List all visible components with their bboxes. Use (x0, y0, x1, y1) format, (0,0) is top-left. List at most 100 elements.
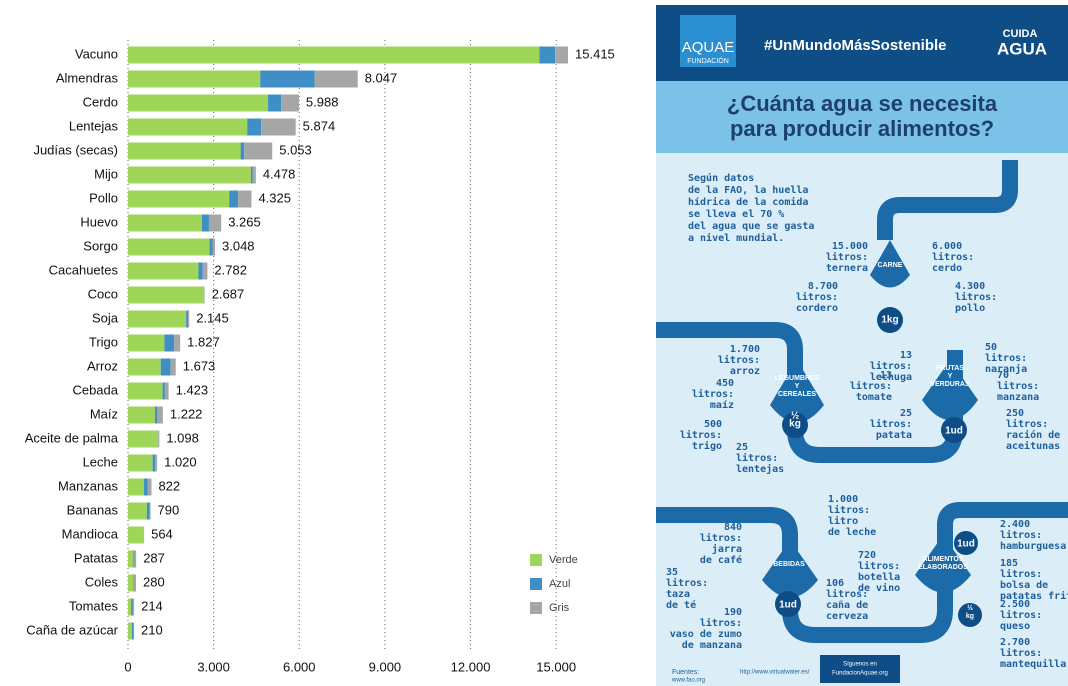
section-label: FRUTAS (936, 365, 964, 372)
item-text: bolsa de (1000, 580, 1048, 591)
section-label: Y (948, 373, 953, 380)
bar-segment (261, 118, 296, 136)
sources: http://www.virtualwater.es/ (740, 670, 810, 676)
item-text: litros: (692, 388, 734, 400)
item-text: litros: (700, 532, 742, 544)
section-label: 1ud (957, 539, 975, 550)
bar-segment (160, 358, 171, 376)
x-tick-label: 9.000 (369, 659, 402, 674)
item-text: cerdo (932, 263, 962, 274)
item-text: litros: (828, 504, 870, 516)
follow: FundacionAquae.org (832, 671, 888, 677)
bar-segment (128, 286, 205, 304)
item-text: queso (1000, 621, 1030, 632)
bar-segment (144, 478, 148, 496)
drop (922, 360, 978, 420)
y-tick-label: Lentejas (69, 118, 119, 133)
bar-segment (128, 190, 230, 208)
y-tick-label: Judías (secas) (33, 142, 118, 157)
badge (782, 412, 808, 438)
item-text: litros: (700, 617, 742, 629)
item-text: litros: (870, 360, 912, 372)
bar-segment (128, 262, 199, 280)
bar-segment (128, 214, 202, 232)
section-label: kg (789, 419, 801, 430)
bar-segment (555, 46, 569, 64)
item-text: 2.500 (1000, 599, 1030, 610)
bar-segment (128, 574, 134, 592)
title-band (656, 81, 1068, 153)
item-text: litros: (955, 291, 997, 303)
bar-segment (128, 550, 134, 568)
section-label: Y (795, 383, 800, 390)
total-label: 1.673 (183, 358, 216, 373)
total-label: 280 (143, 574, 165, 589)
item-text: litros: (1006, 418, 1048, 430)
bar-segment (229, 190, 239, 208)
section-label: 1kg (881, 315, 898, 326)
item-text: jarra (712, 543, 742, 555)
intro-text: hídrica de la comida (688, 196, 808, 208)
bar-chart: 0 3.000 6.000 9.000 12.000 15.000 Vacuno 15.415… (25, 40, 615, 674)
brand-sub: FUNDACIÓN (687, 56, 729, 65)
y-tick-label: Manzanas (58, 478, 118, 493)
title: para producir alimentos? (730, 116, 994, 141)
total-label: 2.782 (214, 262, 247, 277)
bar-segment (131, 622, 134, 640)
y-tick-label: Maíz (90, 406, 118, 421)
y-tick-label: Almendras (56, 70, 119, 85)
bar-segment (208, 214, 222, 232)
intro-text: Según datos (688, 172, 754, 184)
item-text: trigo (692, 440, 722, 452)
bar-segment (128, 166, 251, 184)
bar-segment (155, 454, 158, 472)
item-text: hamburguesa (1000, 541, 1066, 552)
y-tick-label: Trigo (89, 334, 118, 349)
bar-segment (244, 142, 273, 160)
bar-segment (281, 94, 299, 112)
section-label: ½ (791, 411, 799, 422)
total-label: 5.988 (306, 94, 339, 109)
follow-box (820, 655, 900, 683)
item-text: maíz (710, 399, 734, 411)
item-text: lentejas (736, 463, 784, 475)
total-label: 1.098 (166, 430, 199, 445)
bar-segment (131, 598, 133, 616)
item-text: de té (666, 599, 696, 611)
item-text: 35 (666, 567, 678, 578)
item-text: lechuga (870, 372, 912, 383)
bar-segment (128, 430, 159, 448)
section-label: VERDURAS (930, 381, 970, 388)
bar-segment (174, 334, 181, 352)
y-tick-label: Leche (83, 454, 118, 469)
section-label: BEBIDAS (773, 561, 805, 568)
bar-segment (128, 358, 161, 376)
bar-segment (128, 622, 132, 640)
section-label: ELABORADOS (918, 564, 968, 571)
item-text: vaso de zumo (670, 629, 742, 640)
section-label: CEREALES (778, 391, 816, 398)
bar-segment (128, 502, 147, 520)
badge (958, 603, 982, 627)
item-text: arroz (730, 366, 760, 377)
section-label: ALIMENTOS (922, 556, 963, 563)
item-text: cerveza (826, 611, 868, 622)
total-label: 2.145 (196, 310, 229, 325)
total-label: 1.020 (164, 454, 197, 469)
item-text: 25 (900, 408, 912, 419)
total-label: 1.222 (170, 406, 203, 421)
total-label: 3.265 (228, 214, 261, 229)
item-text: cordero (796, 303, 838, 314)
item-text: caña de (826, 600, 868, 611)
badge (954, 531, 978, 555)
total-label: 3.048 (222, 238, 255, 253)
legend-label: Gris (549, 602, 570, 614)
total-label: 5.874 (303, 118, 336, 133)
item-text: 2.700 (1000, 637, 1030, 648)
bar-segment (260, 70, 315, 88)
section-label: kg (966, 613, 974, 620)
item-text: litro (828, 515, 858, 527)
item-text: litros: (870, 418, 912, 430)
bar-segment (149, 502, 151, 520)
item-text: de leche (828, 527, 876, 538)
